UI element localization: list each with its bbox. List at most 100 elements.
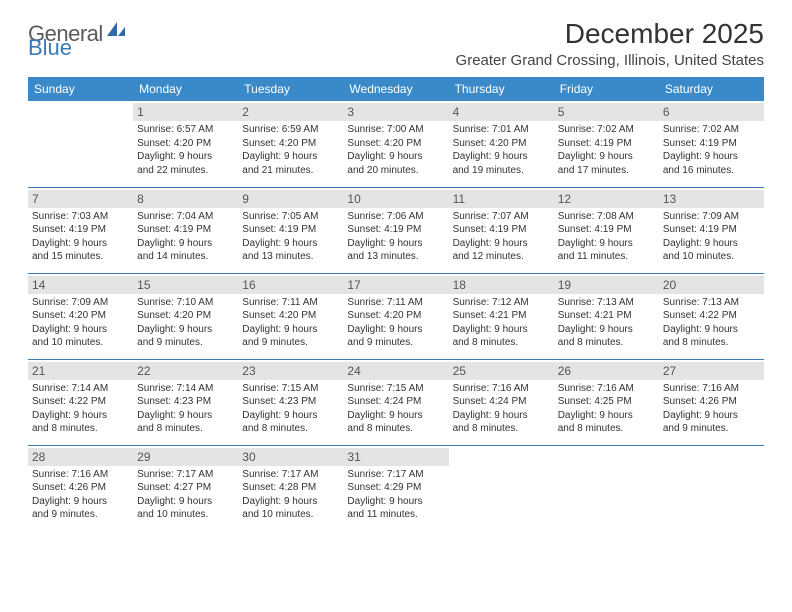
day-number: 6 bbox=[659, 103, 764, 121]
daylight-text: and 8 minutes. bbox=[558, 336, 655, 350]
daylight-text: and 14 minutes. bbox=[137, 250, 234, 264]
sunrise-text: Sunrise: 7:16 AM bbox=[32, 468, 129, 482]
calendar-cell: 7Sunrise: 7:03 AMSunset: 4:19 PMDaylight… bbox=[28, 187, 133, 273]
logo-text-b: Blue bbox=[28, 35, 72, 61]
sunrise-text: Sunrise: 7:16 AM bbox=[663, 382, 760, 396]
daylight-text: and 10 minutes. bbox=[663, 250, 760, 264]
daylight-text: Daylight: 9 hours bbox=[137, 495, 234, 509]
daylight-text: Daylight: 9 hours bbox=[32, 237, 129, 251]
calendar-cell: 29 Sunrise: 7:17 AMSunset: 4:27 PMDayligh… bbox=[133, 445, 238, 531]
title-block: December 2025 Greater Grand Crossing, Il… bbox=[456, 18, 764, 69]
sunrise-text: Sunrise: 7:15 AM bbox=[347, 382, 444, 396]
calendar-page: General December 2025 Greater Grand Cros… bbox=[0, 0, 792, 549]
calendar-cell bbox=[554, 445, 659, 531]
day-header: Monday bbox=[133, 77, 238, 101]
day-header: Tuesday bbox=[238, 77, 343, 101]
daylight-text: and 13 minutes. bbox=[242, 250, 339, 264]
calendar-cell: 21Sunrise: 7:14 AMSunset: 4:22 PMDayligh… bbox=[28, 359, 133, 445]
daylight-text: Daylight: 9 hours bbox=[347, 237, 444, 251]
sunset-text: Sunset: 4:19 PM bbox=[137, 223, 234, 237]
day-number: 13 bbox=[659, 190, 764, 208]
daylight-text: Daylight: 9 hours bbox=[347, 150, 444, 164]
sunset-text: Sunset: 4:27 PM bbox=[137, 481, 234, 495]
daylight-text: Daylight: 9 hours bbox=[453, 323, 550, 337]
sunrise-text: Sunrise: 7:12 AM bbox=[453, 296, 550, 310]
daylight-text: and 9 minutes. bbox=[242, 336, 339, 350]
calendar-cell bbox=[659, 445, 764, 531]
daylight-text: and 12 minutes. bbox=[453, 250, 550, 264]
daylight-text: and 8 minutes. bbox=[558, 422, 655, 436]
daylight-text: and 8 minutes. bbox=[32, 422, 129, 436]
sunrise-text: Sunrise: 7:07 AM bbox=[453, 210, 550, 224]
daylight-text: Daylight: 9 hours bbox=[663, 150, 760, 164]
day-number: 16 bbox=[238, 276, 343, 294]
calendar-cell: 25Sunrise: 7:16 AMSunset: 4:24 PMDayligh… bbox=[449, 359, 554, 445]
sunset-text: Sunset: 4:20 PM bbox=[453, 137, 550, 151]
calendar-cell: 27 Sunrise: 7:16 AMSunset: 4:26 PMDayligh… bbox=[659, 359, 764, 445]
daylight-text: Daylight: 9 hours bbox=[242, 150, 339, 164]
day-number: 3 bbox=[343, 103, 448, 121]
page-subtitle: Greater Grand Crossing, Illinois, United… bbox=[456, 52, 764, 69]
calendar-week-row: 21Sunrise: 7:14 AMSunset: 4:22 PMDayligh… bbox=[28, 359, 764, 445]
daylight-text: Daylight: 9 hours bbox=[558, 150, 655, 164]
daylight-text: Daylight: 9 hours bbox=[453, 409, 550, 423]
calendar-cell bbox=[449, 445, 554, 531]
daylight-text: Daylight: 9 hours bbox=[137, 237, 234, 251]
sunset-text: Sunset: 4:21 PM bbox=[558, 309, 655, 323]
sunset-text: Sunset: 4:20 PM bbox=[347, 309, 444, 323]
day-number: 9 bbox=[238, 190, 343, 208]
sunrise-text: Sunrise: 7:02 AM bbox=[663, 123, 760, 137]
sunrise-text: Sunrise: 7:11 AM bbox=[347, 296, 444, 310]
day-number: 18 bbox=[449, 276, 554, 294]
sunset-text: Sunset: 4:26 PM bbox=[663, 395, 760, 409]
daylight-text: and 9 minutes. bbox=[347, 336, 444, 350]
daylight-text: and 13 minutes. bbox=[347, 250, 444, 264]
day-number: 21 bbox=[28, 362, 133, 380]
calendar-cell: 19Sunrise: 7:13 AMSunset: 4:21 PMDayligh… bbox=[554, 273, 659, 359]
daylight-text: and 11 minutes. bbox=[558, 250, 655, 264]
sunset-text: Sunset: 4:20 PM bbox=[242, 309, 339, 323]
daylight-text: Daylight: 9 hours bbox=[32, 323, 129, 337]
sunset-text: Sunset: 4:20 PM bbox=[347, 137, 444, 151]
daylight-text: and 8 minutes. bbox=[242, 422, 339, 436]
day-number: 23 bbox=[238, 362, 343, 380]
sunset-text: Sunset: 4:24 PM bbox=[453, 395, 550, 409]
sunset-text: Sunset: 4:22 PM bbox=[32, 395, 129, 409]
day-number: 27 bbox=[659, 362, 764, 380]
logo-sail-icon bbox=[105, 18, 127, 44]
daylight-text: Daylight: 9 hours bbox=[558, 237, 655, 251]
day-number: 24 bbox=[343, 362, 448, 380]
daylight-text: Daylight: 9 hours bbox=[32, 495, 129, 509]
sunset-text: Sunset: 4:20 PM bbox=[137, 309, 234, 323]
sunset-text: Sunset: 4:19 PM bbox=[558, 137, 655, 151]
daylight-text: Daylight: 9 hours bbox=[137, 323, 234, 337]
day-number: 15 bbox=[133, 276, 238, 294]
day-number: 2 bbox=[238, 103, 343, 121]
day-number: 1 bbox=[133, 103, 238, 121]
calendar-cell: 14Sunrise: 7:09 AMSunset: 4:20 PMDayligh… bbox=[28, 273, 133, 359]
calendar-cell: 20Sunrise: 7:13 AMSunset: 4:22 PMDayligh… bbox=[659, 273, 764, 359]
calendar-cell: 5Sunrise: 7:02 AMSunset: 4:19 PMDaylight… bbox=[554, 101, 659, 187]
calendar-cell: 6Sunrise: 7:02 AMSunset: 4:19 PMDaylight… bbox=[659, 101, 764, 187]
daylight-text: Daylight: 9 hours bbox=[663, 409, 760, 423]
sunrise-text: Sunrise: 7:17 AM bbox=[137, 468, 234, 482]
daylight-text: Daylight: 9 hours bbox=[137, 409, 234, 423]
daylight-text: Daylight: 9 hours bbox=[242, 495, 339, 509]
daylight-text: and 10 minutes. bbox=[137, 508, 234, 522]
sunrise-text: Sunrise: 7:09 AM bbox=[663, 210, 760, 224]
page-title: December 2025 bbox=[456, 18, 764, 50]
daylight-text: Daylight: 9 hours bbox=[137, 150, 234, 164]
calendar-cell: 28Sunrise: 7:16 AMSunset: 4:26 PMDayligh… bbox=[28, 445, 133, 531]
calendar-cell: 18Sunrise: 7:12 AMSunset: 4:21 PMDayligh… bbox=[449, 273, 554, 359]
sunrise-text: Sunrise: 7:17 AM bbox=[347, 468, 444, 482]
sunset-text: Sunset: 4:23 PM bbox=[137, 395, 234, 409]
day-number: 29 bbox=[133, 448, 238, 466]
calendar-cell: 10Sunrise: 7:06 AMSunset: 4:19 PMDayligh… bbox=[343, 187, 448, 273]
day-number: 20 bbox=[659, 276, 764, 294]
calendar-cell: 30Sunrise: 7:17 AMSunset: 4:28 PMDayligh… bbox=[238, 445, 343, 531]
day-number: 22 bbox=[133, 362, 238, 380]
daylight-text: and 11 minutes. bbox=[347, 508, 444, 522]
calendar-body: 1Sunrise: 6:57 AMSunset: 4:20 PMDaylight… bbox=[28, 101, 764, 531]
day-number: 7 bbox=[28, 190, 133, 208]
day-number: 26 bbox=[554, 362, 659, 380]
